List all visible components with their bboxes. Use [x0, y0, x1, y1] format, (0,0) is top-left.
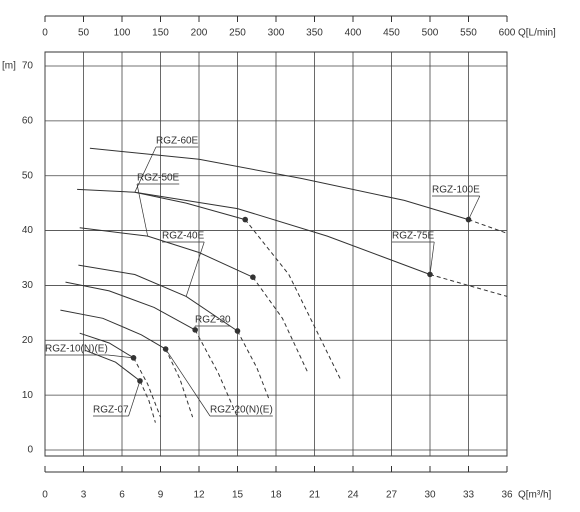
x2-tick-label: 100	[114, 28, 131, 39]
duty-point	[250, 274, 256, 281]
curve-label: RGZ-20(N)(E)	[210, 405, 273, 416]
curve	[77, 188, 246, 221]
x2-tick-label: 550	[460, 28, 477, 39]
curve	[79, 332, 134, 359]
x2-tick-label: 450	[383, 28, 400, 39]
label-leader	[107, 354, 134, 359]
label-leader	[136, 183, 149, 237]
curve-label: RGZ-60E	[156, 136, 199, 147]
x-tick-label: 24	[347, 490, 359, 501]
curve-label: RGZ-50E	[137, 173, 180, 184]
x2-tick-label: 600	[499, 28, 516, 39]
x-tick-label: 15	[232, 490, 244, 501]
x-tick-label: 36	[501, 490, 513, 501]
curve-extension	[252, 276, 309, 374]
x2-tick-label: 50	[78, 28, 90, 39]
curve-label: RGZ-07	[93, 405, 129, 416]
curve	[84, 349, 141, 382]
duty-point	[242, 216, 248, 223]
y-tick-label: 40	[22, 225, 34, 236]
y-tick-label: 60	[22, 115, 34, 126]
duty-point	[130, 355, 137, 361]
x2-tick-label: 200	[191, 28, 208, 39]
curve	[65, 281, 196, 331]
curve-extension	[194, 329, 238, 418]
duty-point	[234, 328, 241, 334]
curve-extension	[165, 348, 194, 418]
x-tick-label: 18	[270, 490, 282, 501]
x2-tick-label: 500	[422, 28, 439, 39]
y-tick-label: 20	[22, 335, 34, 346]
label-leader	[185, 241, 205, 297]
x2-tick-label: 0	[42, 28, 48, 39]
curve	[78, 264, 238, 332]
curve-label: RGZ-40E	[162, 231, 205, 242]
x2-tick-label: 250	[229, 28, 246, 39]
curve-extension	[429, 274, 508, 297]
x-tick-label: 27	[386, 490, 398, 501]
x2-tick-label: 300	[268, 28, 285, 39]
x2-tick-label: 150	[152, 28, 169, 39]
y-axis-label: [m]	[2, 61, 16, 72]
label-leader	[429, 241, 435, 275]
y-tick-label: 70	[22, 61, 34, 72]
curve	[60, 309, 166, 350]
label-leader	[128, 380, 141, 417]
x-axis-label: Q[m³/h]	[518, 490, 552, 501]
x-tick-label: 12	[193, 490, 205, 501]
curve-label: RGZ-30	[195, 315, 231, 326]
x2-tick-label: 400	[345, 28, 362, 39]
curve-extension	[244, 219, 341, 379]
curve-extension	[133, 357, 161, 418]
x-tick-label: 0	[42, 490, 48, 501]
y-tick-label: 0	[27, 445, 33, 456]
y-tick-label: 10	[22, 390, 34, 401]
x-tick-label: 21	[309, 490, 321, 501]
y-tick-label: 30	[22, 280, 34, 291]
curve-label: RGZ-75E	[392, 231, 435, 242]
curve-extension	[139, 380, 156, 423]
curve-extension	[468, 219, 508, 234]
label-leader	[165, 348, 211, 417]
label-leader	[134, 146, 157, 193]
label-leader	[468, 195, 481, 220]
curve	[89, 147, 469, 221]
x-tick-label: 3	[81, 490, 87, 501]
x-tick-label: 6	[119, 490, 125, 501]
x2-tick-label: 350	[306, 28, 323, 39]
x2-axis-label: Q[L/min]	[518, 28, 556, 39]
curve	[134, 191, 431, 275]
curve-label: RGZ-10(N)(E)	[45, 344, 108, 355]
x-tick-label: 33	[463, 490, 475, 501]
curve-label: RGZ-100E	[432, 185, 480, 196]
x-tick-label: 30	[424, 490, 436, 501]
curve	[79, 227, 254, 278]
y-tick-label: 50	[22, 170, 34, 181]
x-tick-label: 9	[158, 490, 164, 501]
curve-extension	[237, 330, 271, 401]
